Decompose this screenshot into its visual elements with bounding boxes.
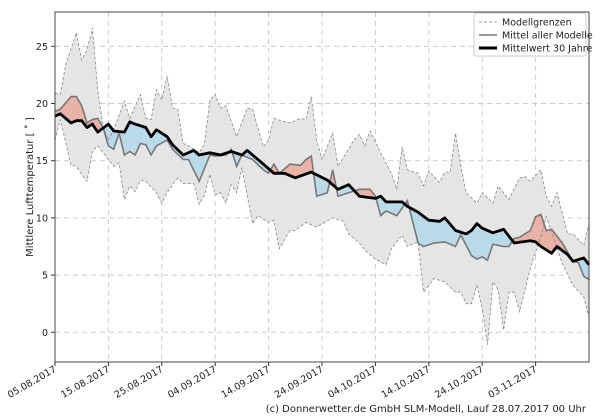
y-axis-label: Mittlere Lufttemperatur [ ˚ ] bbox=[24, 117, 36, 257]
copyright-footer: (c) Donnerwetter.de GmbH SLM-Modell, Lau… bbox=[265, 404, 586, 415]
climate-mean-line bbox=[54, 112, 591, 266]
x-tick-label: 15.08.2017 bbox=[59, 364, 112, 401]
lower-bound-line bbox=[54, 119, 590, 345]
x-tick-label: 04.10.2017 bbox=[326, 364, 379, 401]
x-tick-label: 14.09.2017 bbox=[219, 364, 272, 401]
y-tick-label: 20 bbox=[36, 99, 48, 110]
y-tick-label: 10 bbox=[36, 213, 48, 224]
legend: Modellgrenzen Mittel aller Modelle Mitte… bbox=[473, 12, 593, 57]
colder-fill bbox=[428, 219, 435, 246]
colder-fill bbox=[481, 227, 488, 261]
x-tick-label: 04.09.2017 bbox=[166, 364, 219, 401]
legend-box bbox=[473, 12, 587, 57]
lines bbox=[54, 27, 591, 345]
x-tick-label: 24.10.2017 bbox=[433, 364, 486, 401]
y-tick-label: 0 bbox=[42, 328, 48, 339]
upper-bound-line bbox=[54, 27, 590, 247]
colder-fill bbox=[129, 121, 136, 156]
x-tick-label: 14.10.2017 bbox=[380, 364, 433, 401]
y-tick-label: 15 bbox=[36, 156, 48, 167]
plot-frame bbox=[54, 11, 590, 363]
x-tick-label: 03.11.2017 bbox=[486, 364, 539, 401]
y-tick-label: 25 bbox=[36, 42, 48, 53]
colder-fill bbox=[433, 220, 440, 244]
model-mean-line bbox=[54, 95, 590, 281]
x-tick-label: 25.08.2017 bbox=[113, 364, 166, 401]
legend-model-mean: Mittel aller Modelle bbox=[502, 31, 593, 42]
x-tick-label: 24.09.2017 bbox=[273, 364, 326, 401]
warmer-fill bbox=[70, 96, 77, 124]
x-tick-label: 05.08.2017 bbox=[6, 364, 59, 401]
y-tick-label: 5 bbox=[42, 271, 48, 282]
legend-upper-lower: Modellgrenzen bbox=[502, 18, 572, 29]
legend-climate-mean: Mittelwert 30 Jahre bbox=[502, 44, 592, 55]
